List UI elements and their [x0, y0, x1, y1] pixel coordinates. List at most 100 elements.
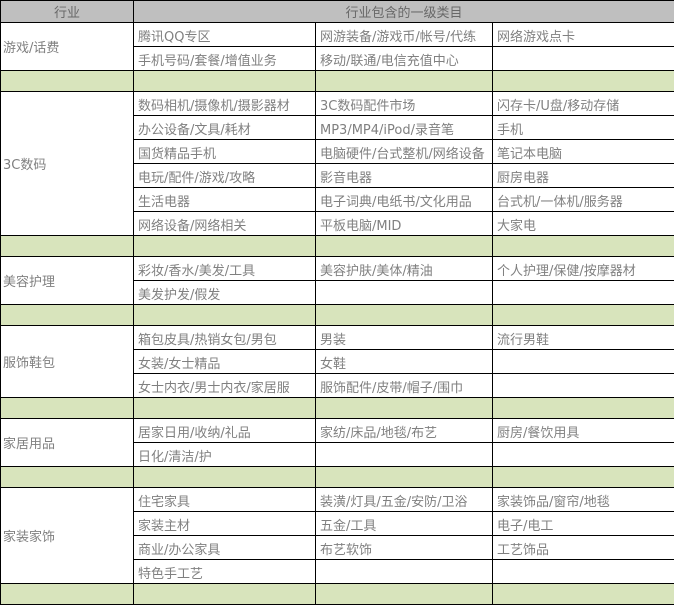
category-cell: 闪存卡/U盘/移动存储	[492, 91, 674, 116]
separator-cell	[133, 70, 316, 92]
category-cell: 大家电	[492, 211, 674, 236]
category-cell: 平板电脑/MID	[315, 211, 493, 236]
separator-cell	[315, 397, 493, 419]
industry-header-cell: 行业	[0, 0, 134, 23]
category-cell: 电子/电工	[492, 511, 674, 536]
category-cell: 国货精品手机	[133, 139, 316, 164]
category-cell: 家装主材	[133, 511, 316, 536]
category-cell: 网络游戏点卡	[492, 22, 674, 47]
category-cell: 装潢/灯具/五金/安防/卫浴	[315, 487, 493, 512]
category-cell: 厨房电器	[492, 163, 674, 188]
category-cell: 腾讯QQ专区	[133, 22, 316, 47]
category-cell: 家纺/床品/地毯/布艺	[315, 418, 493, 443]
category-cell: 彩妆/香水/美发/工具	[133, 256, 316, 281]
category-cell: 男装	[315, 325, 493, 350]
table-row: 游戏/话费 腾讯QQ专区 网游装备/游戏币/帐号/代练 网络游戏点卡	[0, 22, 674, 71]
separator-cell	[492, 304, 674, 326]
category-cell: 美发护发/假发	[133, 280, 316, 305]
category-cell: 布艺软饰	[315, 535, 493, 560]
category-cell: 3C数码配件市场	[315, 91, 493, 116]
table-row: 女士内衣/男士内衣/家居服 服饰配件/皮带/帽子/围巾	[1, 373, 674, 398]
separator-cell	[133, 304, 316, 326]
separator-row	[0, 235, 674, 257]
separator-cell	[315, 70, 493, 92]
industry-cell: 家装家饰	[0, 487, 134, 584]
separator-cell	[0, 583, 134, 605]
separator-cell	[133, 235, 316, 257]
table-row: 服饰鞋包 箱包皮具/热销女包/男包 男装 流行男鞋	[0, 325, 674, 398]
category-cell: 办公设备/文具/耗材	[133, 115, 316, 140]
table-row: 电玩/配件/游戏/攻略 影音电器 厨房电器	[1, 163, 674, 188]
category-cell	[492, 442, 674, 467]
separator-row	[0, 304, 674, 326]
separator-cell	[0, 70, 134, 92]
category-cell: 女装/女士精品	[133, 349, 316, 374]
separator-cell	[0, 304, 134, 326]
category-cell	[492, 349, 674, 374]
industry-cell: 美容护理	[0, 256, 134, 305]
category-cell: 住宅家具	[133, 487, 316, 512]
category-cell: 服饰配件/皮带/帽子/围巾	[315, 373, 493, 398]
category-cell: 个人护理/保健/按摩器材	[492, 256, 674, 281]
separator-cell	[133, 397, 316, 419]
category-cell: 电玩/配件/游戏/攻略	[133, 163, 316, 188]
industry-cell: 3C数码	[0, 91, 134, 236]
category-cell: 厨房/餐饮用具	[492, 418, 674, 443]
industry-cell: 游戏/话费	[0, 22, 134, 71]
category-cell: 特色手工艺	[133, 559, 316, 584]
table-row: 家装家饰 住宅家具 装潢/灯具/五金/安防/卫浴 家装饰品/窗帘/地毯	[0, 487, 674, 584]
category-cell: 日化/清洁/护	[133, 442, 316, 467]
category-cell: 移动/联通/电信充值中心	[315, 46, 493, 71]
separator-row	[0, 397, 674, 419]
category-cell	[492, 373, 674, 398]
table-row: 商业/办公家具 布艺软饰 工艺饰品	[1, 535, 674, 560]
category-cell: 工艺饰品	[492, 535, 674, 560]
separator-cell	[0, 397, 134, 419]
category-cell: 电脑硬件/台式整机/网络设备	[315, 139, 493, 164]
table-row: 生活电器 电子词典/电纸书/文化用品 台式机/一体机/服务器	[1, 187, 674, 212]
category-cell: 数码相机/摄像机/摄影器材	[133, 91, 316, 116]
table-row: 家居用品 居家日用/收纳/礼品 家纺/床品/地毯/布艺 厨房/餐饮用具	[0, 418, 674, 467]
separator-row	[0, 70, 674, 92]
category-cell	[315, 442, 493, 467]
category-cell	[492, 280, 674, 305]
category-cell: 美容护肤/美体/精油	[315, 256, 493, 281]
table-row: 美发护发/假发	[1, 280, 674, 305]
category-cell: MP3/MP4/iPod/录音笔	[315, 115, 493, 140]
category-cell: 女鞋	[315, 349, 493, 374]
header-row: 行业 行业包含的一级类目	[0, 0, 674, 23]
separator-row	[0, 583, 674, 605]
category-cell: 笔记本电脑	[492, 139, 674, 164]
category-cell: 女士内衣/男士内衣/家居服	[133, 373, 316, 398]
table-row: 美容护理 彩妆/香水/美发/工具 美容护肤/美体/精油 个人护理/保健/按摩器材	[0, 256, 674, 305]
category-cell	[492, 559, 674, 584]
separator-cell	[492, 466, 674, 488]
category-cell: 网游装备/游戏币/帐号/代练	[315, 22, 493, 47]
category-cell: 网络设备/网络相关	[133, 211, 316, 236]
category-cell: 箱包皮具/热销女包/男包	[133, 325, 316, 350]
separator-cell	[315, 235, 493, 257]
separator-cell	[492, 397, 674, 419]
category-cell: 手机	[492, 115, 674, 140]
separator-cell	[133, 466, 316, 488]
categories-header-cell: 行业包含的一级类目	[133, 0, 674, 23]
separator-cell	[315, 466, 493, 488]
table-body: 游戏/话费 腾讯QQ专区 网游装备/游戏币/帐号/代练 网络游戏点卡 手机号码/套餐/增…	[0, 22, 674, 605]
separator-cell	[315, 583, 493, 605]
category-cell: 影音电器	[315, 163, 493, 188]
separator-cell	[492, 235, 674, 257]
industry-cell: 服饰鞋包	[0, 325, 134, 398]
table-row: 网络设备/网络相关 平板电脑/MID 大家电	[1, 211, 674, 236]
category-cell	[315, 280, 493, 305]
category-cell: 家装饰品/窗帘/地毯	[492, 487, 674, 512]
category-cell: 流行男鞋	[492, 325, 674, 350]
category-cell: 生活电器	[133, 187, 316, 212]
table-row: 办公设备/文具/耗材 MP3/MP4/iPod/录音笔 手机	[1, 115, 674, 140]
category-cell: 台式机/一体机/服务器	[492, 187, 674, 212]
category-cell: 手机号码/套餐/增值业务	[133, 46, 316, 71]
table-row: 国货精品手机 电脑硬件/台式整机/网络设备 笔记本电脑	[1, 139, 674, 164]
separator-row	[0, 466, 674, 488]
industry-cell: 家居用品	[0, 418, 134, 467]
